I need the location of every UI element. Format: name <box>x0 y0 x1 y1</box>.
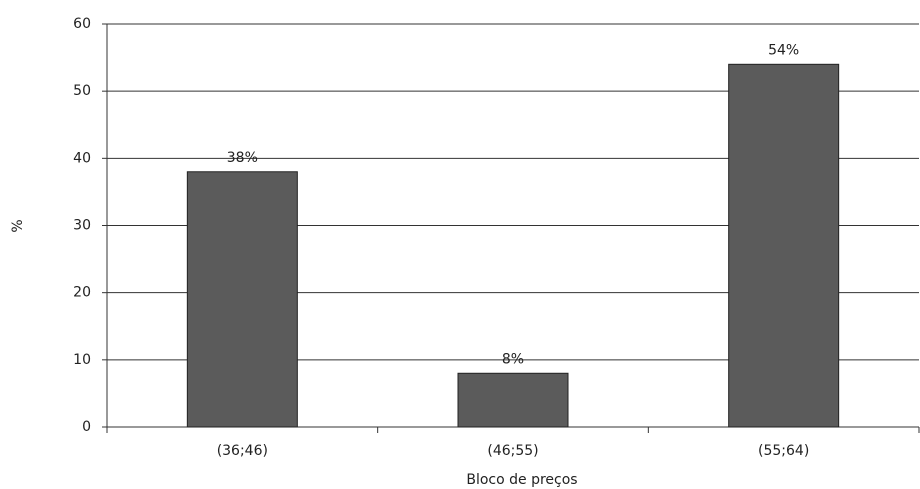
y-tick-label: 50 <box>73 83 91 99</box>
y-tick-label: 30 <box>73 218 91 234</box>
value-label: 54% <box>768 42 799 58</box>
bar <box>186 171 298 428</box>
value-label: 38% <box>227 150 258 166</box>
y-tick-label: 60 <box>73 16 91 32</box>
y-axis-label: % <box>10 219 26 232</box>
y-tick-label: 10 <box>73 352 91 368</box>
bar <box>457 372 569 428</box>
x-axis-label: Bloco de preços <box>466 472 577 488</box>
value-label: 8% <box>502 351 524 367</box>
y-tick-label: 40 <box>73 150 91 166</box>
y-tick-label: 20 <box>73 285 91 301</box>
x-tick-label: (55;64) <box>758 443 809 459</box>
x-tick-label: (46;55) <box>487 443 538 459</box>
y-tick-label: 0 <box>82 419 91 435</box>
x-tick-label: (36;46) <box>217 443 268 459</box>
bar <box>728 63 840 428</box>
